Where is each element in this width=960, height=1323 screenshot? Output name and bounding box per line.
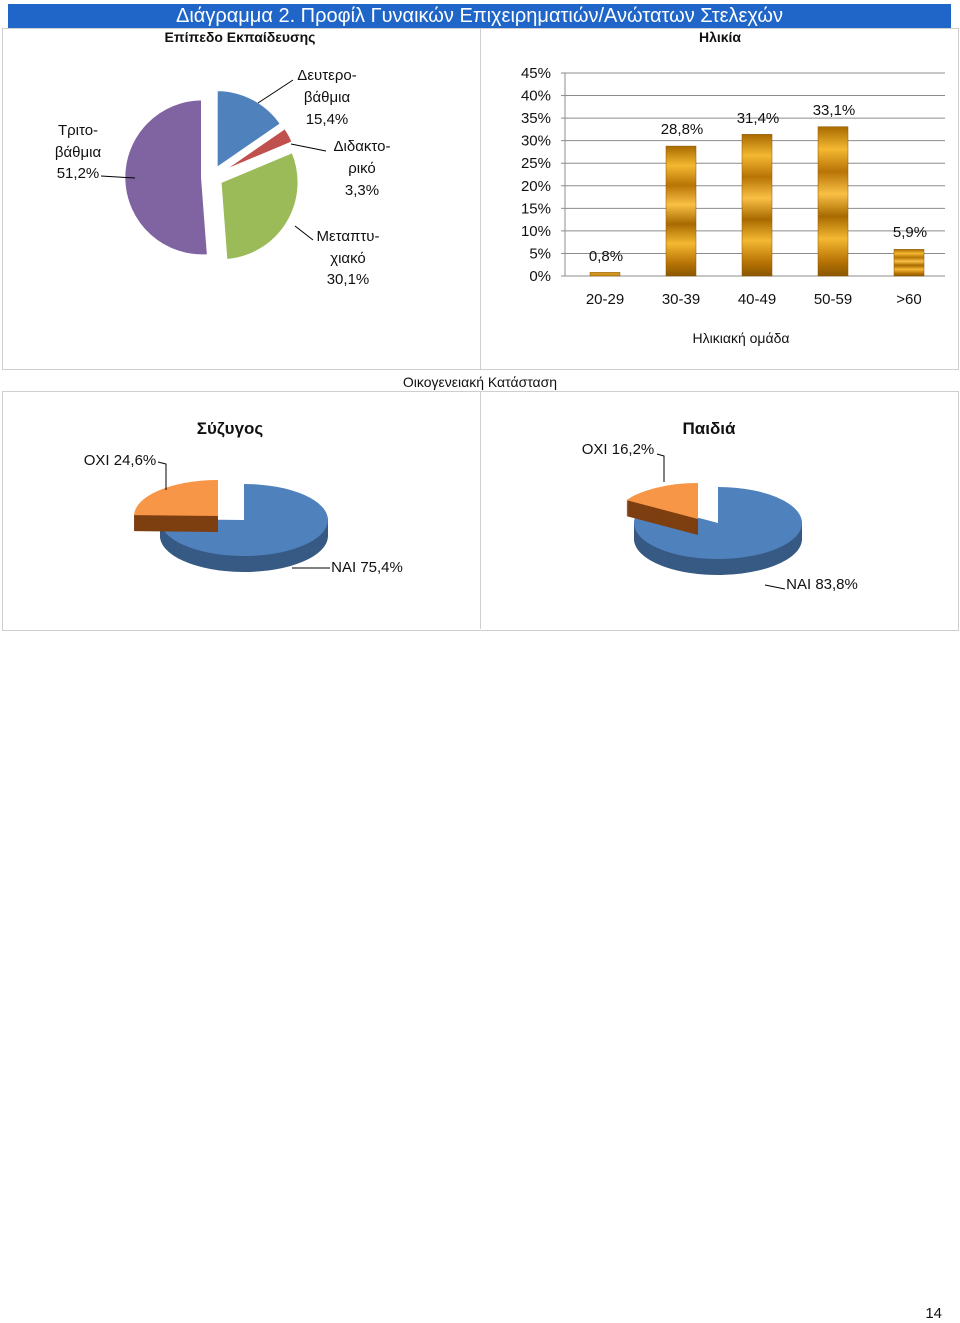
pie-label-yes: ΝΑΙ 75,4% (331, 559, 403, 576)
age-bar (589, 272, 621, 277)
age-bar (817, 126, 849, 277)
pie-slice-yes (633, 487, 802, 559)
age-y-tick-label: 0% (529, 268, 551, 285)
family-chart-title: Σύζυγος (197, 419, 264, 438)
age-y-tick-label: 30% (521, 133, 551, 150)
education-leader-line (290, 143, 327, 152)
age-y-tick-label: 40% (521, 88, 551, 105)
education-slice-label: Μεταπτυ- (316, 228, 379, 245)
title-bar: Διάγραμμα 2. Προφίλ Γυναικών Επιχειρηματ… (8, 4, 951, 28)
age-data-label: 33,1% (813, 102, 856, 119)
education-slice-label: Τριτο- (58, 122, 98, 139)
education-slice-label: χιακό (330, 250, 366, 267)
family-header: Οικογενειακή Κατάσταση (402, 374, 558, 390)
age-x-axis-label: Ηλικιακή ομάδα (693, 330, 790, 346)
family-chart-title: Παιδιά (683, 419, 736, 438)
education-slice-label: Διδακτο- (334, 138, 391, 155)
age-bar (893, 249, 925, 277)
education-leader-line (100, 175, 136, 179)
age-y-tick-label: 45% (521, 65, 551, 82)
education-slice-4 (123, 98, 209, 257)
pie-leader-no (656, 453, 665, 482)
children-pie-chart: Παιδιά ΟΧΙ 16,2% ΝΑΙ 83,8% (582, 419, 858, 593)
pie-label-no: ΟΧΙ 24,6% (84, 452, 157, 469)
education-slice-value: 51,2% (57, 165, 100, 182)
education-slice-label: βάθμια (304, 89, 351, 106)
education-leader-line (294, 225, 314, 241)
age-y-tick-label: 25% (521, 155, 551, 172)
education-slice-3 (219, 150, 300, 262)
age-x-tick-label: 50-59 (814, 291, 852, 308)
education-slice-label: βάθμια (55, 144, 102, 161)
age-y-tick-label: 35% (521, 110, 551, 127)
pie-slice-no (134, 480, 218, 516)
age-x-tick-label: 40-49 (738, 291, 776, 308)
age-data-label: 0,8% (589, 248, 623, 265)
age-y-tick-label: 20% (521, 178, 551, 195)
education-leader-line (257, 79, 294, 104)
age-x-tick-label: 30-39 (662, 291, 700, 308)
education-header: Επίπεδο Εκπαίδευσης (164, 29, 316, 45)
pie-leader-no (157, 461, 167, 490)
pie-slice-no (626, 483, 698, 519)
age-data-label: 5,9% (893, 224, 927, 241)
age-bar (665, 145, 697, 277)
age-x-tick-label: 20-29 (586, 291, 624, 308)
education-slice-2 (220, 126, 295, 174)
education-pie-chart: Δευτερο-βάθμια 15,4% Διδακτο-ρικό 3,3% Μεταπ… (55, 67, 391, 288)
education-slice-value: 30,1% (327, 271, 370, 288)
age-panel (480, 28, 959, 370)
age-data-label: 28,8% (661, 121, 704, 138)
education-slice-value: 3,3% (345, 182, 379, 199)
age-y-tick-label: 5% (529, 245, 551, 262)
age-y-tick-label: 10% (521, 223, 551, 240)
education-slice-value: 15,4% (306, 111, 349, 128)
pie-slice-yes (159, 484, 328, 556)
page-number: 14 (925, 1305, 942, 1322)
education-slice-label: Δευτερο- (297, 67, 356, 84)
age-bar-chart: 0% 5% 10% 15% 20% 25% 30% 35% 40% 45% 20-29 30-39 40… (521, 65, 945, 346)
pie-leader-yes (764, 584, 786, 590)
age-bar (741, 134, 773, 277)
age-y-tick-label: 15% (521, 200, 551, 217)
education-slice-label: ρικό (348, 160, 376, 177)
age-x-tick-label: >60 (896, 291, 921, 308)
age-data-label: 31,4% (737, 110, 780, 127)
age-header: Ηλικία (698, 29, 742, 45)
charts-canvas: Δευτερο-βάθμια 15,4% Διδακτο-ρικό 3,3% Μεταπ… (55, 65, 945, 593)
document-title: Διάγραμμα 2. Προφίλ Γυναικών Επιχειρηματ… (175, 5, 784, 27)
family-divider (480, 391, 481, 629)
education-slice-1 (215, 89, 283, 171)
pie-label-no: ΟΧΙ 16,2% (582, 441, 655, 458)
pie-label-yes: ΝΑΙ 83,8% (786, 576, 858, 593)
spouse-pie-chart: Σύζυγος ΟΧΙ 24,6% ΝΑΙ 75,4% (84, 419, 403, 576)
